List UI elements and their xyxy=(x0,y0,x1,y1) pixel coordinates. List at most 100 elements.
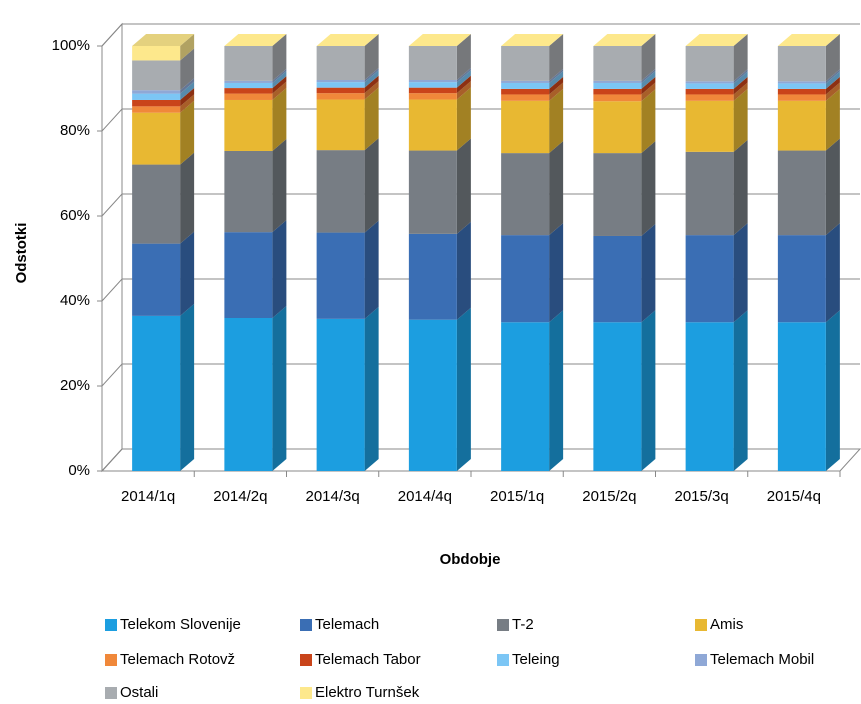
bar xyxy=(777,81,826,84)
bar-side xyxy=(733,76,748,95)
legend-swatch xyxy=(105,654,117,666)
bar-side xyxy=(456,75,471,94)
bar-side xyxy=(364,306,379,471)
bar-side xyxy=(733,139,748,236)
bar xyxy=(224,46,273,81)
bar xyxy=(685,151,734,236)
bar-side xyxy=(272,306,287,471)
bar-side xyxy=(180,78,195,94)
bar-side xyxy=(180,34,195,61)
bar xyxy=(408,82,457,88)
bar-side xyxy=(364,34,379,80)
bar-side xyxy=(549,82,564,101)
bar-side xyxy=(180,152,195,244)
bar-side xyxy=(180,231,195,316)
bar-side xyxy=(825,34,840,82)
bar-side xyxy=(549,310,564,471)
legend-swatch xyxy=(695,619,707,631)
bar xyxy=(316,80,365,83)
x-tick-label: 2014/3q xyxy=(306,488,360,505)
legend-label: Telemach Tabor xyxy=(315,651,421,668)
bar-side xyxy=(641,70,656,89)
bar-side xyxy=(272,138,287,233)
bar xyxy=(685,94,734,101)
bar-side xyxy=(825,82,840,101)
bar xyxy=(224,99,273,151)
bar-side xyxy=(825,88,840,151)
bar-side xyxy=(733,82,748,101)
bar-top xyxy=(593,34,656,46)
bar-side xyxy=(733,223,748,323)
bar-side xyxy=(549,141,564,236)
bar xyxy=(132,46,181,61)
bar xyxy=(224,88,273,94)
bar xyxy=(408,93,457,100)
x-tick-label: 2015/2q xyxy=(582,488,636,505)
bar-side xyxy=(733,71,748,89)
x-axis-title: Obdobje xyxy=(440,551,501,568)
bar xyxy=(593,88,642,95)
bar xyxy=(777,322,826,471)
bar xyxy=(501,100,550,154)
bar xyxy=(501,46,550,81)
legend-swatch xyxy=(497,654,509,666)
bar xyxy=(777,150,826,236)
x-tick-label: 2014/4q xyxy=(398,488,452,505)
bar xyxy=(593,80,642,83)
bar-side xyxy=(549,70,564,89)
bar xyxy=(777,83,826,89)
y-tick-label: 100% xyxy=(52,37,90,54)
bar xyxy=(593,82,642,89)
bar-side xyxy=(456,307,471,471)
bar-side xyxy=(272,34,287,81)
legend-label: Telemach xyxy=(315,616,379,633)
bar-side xyxy=(456,68,471,83)
legend-label: Elektro Turnšek xyxy=(315,684,420,701)
bar-side xyxy=(549,68,564,83)
bar-side xyxy=(364,138,379,233)
bar xyxy=(501,88,550,95)
bar-side xyxy=(825,71,840,89)
bar-side xyxy=(456,70,471,88)
bar-side xyxy=(641,310,656,471)
bar-side xyxy=(733,310,748,471)
bar xyxy=(316,318,365,471)
bar xyxy=(132,315,181,471)
bar-side xyxy=(272,68,287,83)
bar-side xyxy=(825,138,840,236)
bar-side xyxy=(641,141,656,236)
x-tick-label: 2015/3q xyxy=(675,488,729,505)
legend-swatch xyxy=(105,687,117,699)
bar xyxy=(777,46,826,82)
bar-side xyxy=(825,310,840,471)
bar xyxy=(316,232,365,319)
bar-side xyxy=(456,221,471,320)
bar-side xyxy=(180,94,195,113)
bar-side xyxy=(180,100,195,165)
bar xyxy=(316,82,365,88)
bar xyxy=(132,99,181,107)
side-wall xyxy=(101,22,123,473)
bar xyxy=(408,80,457,83)
grid-line xyxy=(101,23,860,47)
bar xyxy=(685,235,734,323)
y-tick-label: 0% xyxy=(68,462,90,479)
bar-side xyxy=(549,34,564,81)
legend-label: Ostali xyxy=(120,684,158,701)
bar-side xyxy=(364,70,379,88)
bar-top xyxy=(132,34,195,46)
bar xyxy=(132,112,181,165)
x-tick-label: 2015/1q xyxy=(490,488,544,505)
bar xyxy=(593,101,642,154)
bar-side xyxy=(364,81,379,100)
bar xyxy=(224,93,273,100)
bar-side xyxy=(364,220,379,319)
bar-side xyxy=(733,88,748,152)
bar-side xyxy=(364,75,379,94)
bar xyxy=(408,233,457,320)
bar-side xyxy=(180,81,195,100)
legend-swatch xyxy=(695,654,707,666)
bar xyxy=(685,46,734,82)
bar-side xyxy=(641,82,656,102)
